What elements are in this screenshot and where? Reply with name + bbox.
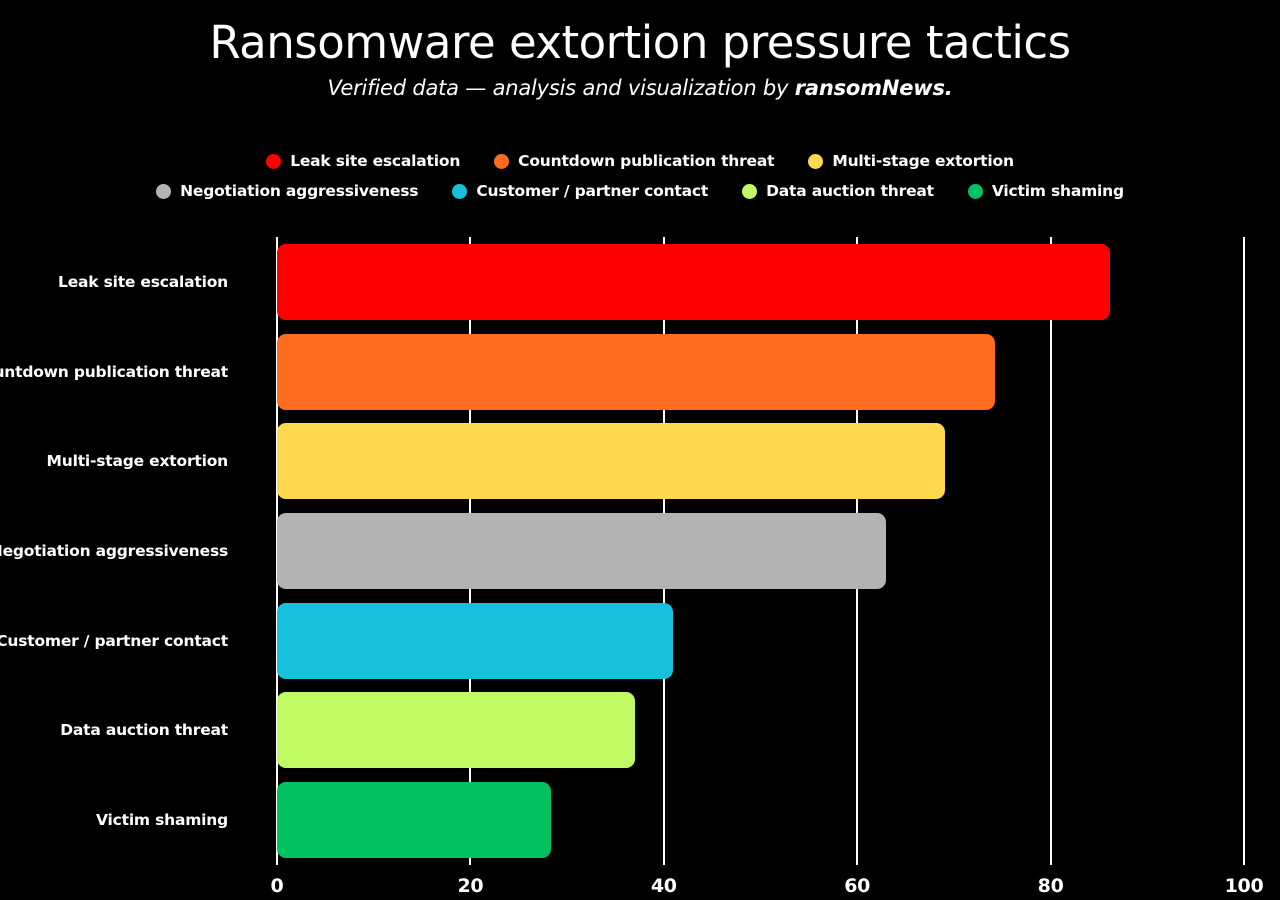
y-axis-tick-label: Leak site escalation (58, 272, 228, 291)
x-axis-tick-label: 100 (1224, 875, 1264, 897)
bar-band (277, 596, 1244, 686)
legend-item[interactable]: Negotiation aggressiveness (156, 182, 419, 200)
y-axis-tick-label: Negotiation aggressiveness (0, 542, 228, 560)
bar-band (277, 237, 1244, 327)
legend-item[interactable]: Customer / partner contact (452, 182, 708, 200)
x-axis-tick-label: 40 (650, 875, 677, 897)
legend-item-label: Data auction threat (766, 182, 934, 200)
legend-dot-icon (967, 183, 983, 199)
legend-dot-icon (808, 153, 824, 169)
x-gridline (1243, 237, 1245, 865)
legend-dot-icon (742, 183, 758, 199)
legend-item[interactable]: Multi-stage extortion (808, 152, 1014, 170)
legend-item-label: Customer / partner contact (476, 182, 709, 200)
x-axis-tick-label: 80 (1037, 875, 1064, 897)
legend-item[interactable]: Data auction threat (742, 182, 934, 200)
page-title: Ransomware extortion pressure tactics (209, 16, 1071, 69)
legend-row: Negotiation aggressiveness Customer / par… (0, 176, 1280, 206)
x-axis-tick-label: 60 (844, 875, 871, 897)
bar[interactable] (277, 243, 1110, 320)
legend-dot-icon (452, 183, 468, 199)
x-axis-tick-label: 20 (457, 875, 484, 897)
legend-row: Leak site escalation Countdown publicatio… (0, 146, 1280, 176)
bar[interactable] (277, 512, 887, 589)
x-gridline (1049, 237, 1052, 865)
legend-item-label: Countdown publication threat (518, 152, 775, 170)
legend-dot-icon (156, 183, 172, 199)
legend-dot-icon (266, 153, 282, 169)
y-axis-tick-label: Customer / partner contact (0, 631, 228, 650)
bar-band (277, 506, 1244, 596)
y-axis-tick-label: Multi-stage extortion (46, 452, 229, 471)
legend-item[interactable]: Victim shaming (967, 182, 1124, 200)
plot-area: Leak site escalation Countdown publicatio… (0, 237, 1264, 897)
chart-subtitle: Verified data — analysis and visualizati… (0, 68, 1280, 100)
legend-item[interactable]: Leak site escalation (266, 152, 460, 170)
bar-band (277, 686, 1244, 776)
bar[interactable] (277, 692, 635, 769)
bar-band (277, 416, 1244, 506)
legend-item-label: Multi-stage extortion (832, 152, 1014, 170)
bar[interactable] (277, 333, 995, 410)
legend-item-label: Leak site escalation (290, 152, 461, 170)
bar-band (277, 775, 1244, 865)
chart-subtitle-prefix: Verified data — analysis and visualizati… (327, 76, 795, 101)
legend-item-label: Victim shaming (991, 182, 1124, 200)
bar[interactable] (277, 423, 946, 500)
legend-item-label: Negotiation aggressiveness (180, 182, 419, 200)
x-axis-tick-label: 0 (270, 875, 284, 897)
bar[interactable] (277, 782, 551, 859)
y-axis-tick-label: Data auction threat (60, 721, 228, 740)
chart-subtitle-brand: ransomNews. (794, 76, 953, 101)
legend-item[interactable]: Countdown publication threat (494, 152, 775, 170)
y-axis-tick-label: Countdown publication threat (0, 362, 228, 381)
chart-header: Ransomware extortion pressure tactics Ve… (0, 0, 1280, 100)
chart-legend: Leak site escalation Countdown publicatio… (0, 146, 1280, 206)
y-axis-tick-label: Victim shaming (95, 811, 228, 830)
bar-band (277, 327, 1244, 417)
bar[interactable] (277, 602, 674, 679)
legend-dot-icon (494, 153, 510, 169)
